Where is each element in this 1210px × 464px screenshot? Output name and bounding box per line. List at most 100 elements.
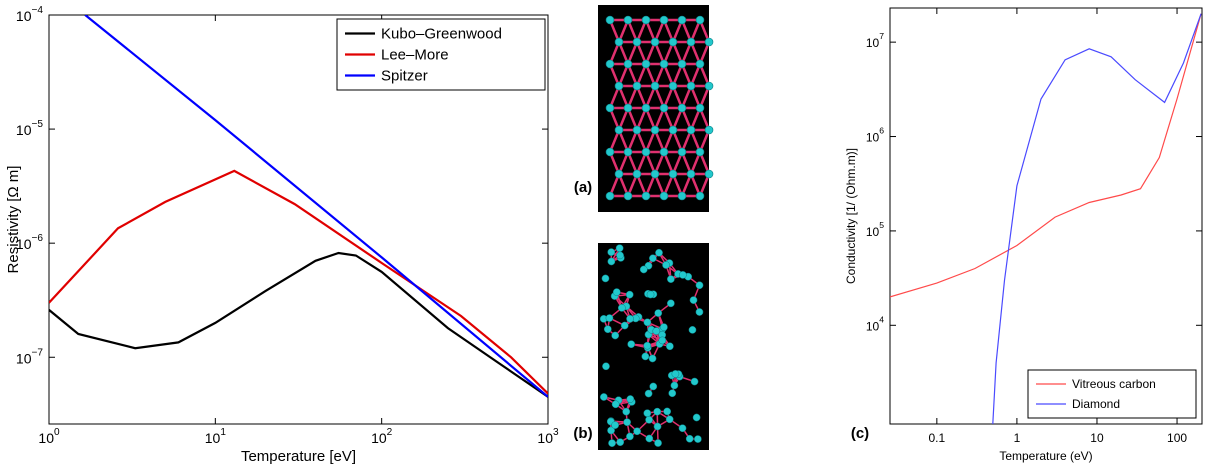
atom [615, 82, 623, 90]
atom [633, 82, 641, 90]
panel-label: (c) [851, 425, 869, 442]
x-tick-label: 10 [1090, 431, 1104, 445]
atom [642, 192, 650, 200]
atom [627, 395, 634, 402]
atom [624, 16, 632, 24]
atom [646, 435, 653, 442]
x-axis-label: Temperature [eV] [241, 448, 356, 464]
series-line [49, 171, 548, 394]
atom [615, 38, 623, 46]
atom [649, 255, 656, 262]
atom [654, 439, 661, 446]
atom [616, 252, 623, 259]
atom [606, 104, 614, 112]
atom [644, 410, 651, 417]
atom [687, 126, 695, 134]
y-tick-label: 106 [866, 126, 884, 145]
atom [669, 38, 677, 46]
atom [666, 416, 673, 423]
atom [705, 82, 713, 90]
y-axis-label: Resistivity [Ω m] [5, 166, 22, 274]
atom [642, 353, 649, 360]
x-tick-label: 102 [371, 427, 393, 446]
atom [687, 38, 695, 46]
x-axis-label: Temperature (eV) [999, 449, 1092, 463]
atom [642, 16, 650, 24]
figure: (a) (b) 10010110210310−710−610−510−4Temp… [0, 0, 1210, 464]
atom [696, 104, 704, 112]
atom [651, 170, 659, 178]
atom [691, 378, 698, 385]
atom [679, 425, 686, 432]
atom [608, 440, 615, 447]
atom [671, 382, 678, 389]
atom [624, 148, 632, 156]
atom [694, 435, 701, 442]
atom [633, 170, 641, 178]
atom [624, 192, 632, 200]
atom [640, 266, 647, 273]
legend-label: Lee–More [381, 46, 449, 63]
series-line [890, 14, 1201, 297]
atom [604, 326, 611, 333]
atom [660, 104, 668, 112]
atom [696, 148, 704, 156]
atom [678, 16, 686, 24]
atom [705, 126, 713, 134]
atom [687, 82, 695, 90]
atom [602, 363, 609, 370]
atom [616, 245, 623, 252]
atom [645, 390, 652, 397]
atom [626, 433, 633, 440]
atom [621, 322, 628, 329]
atom [618, 304, 625, 311]
x-tick-label: 103 [537, 427, 559, 446]
atom [624, 104, 632, 112]
atom [602, 275, 609, 282]
atom [654, 423, 661, 430]
atom [696, 282, 703, 289]
atom [696, 16, 704, 24]
atom [642, 148, 650, 156]
atom [687, 170, 695, 178]
x-tick-label: 101 [205, 427, 227, 446]
x-tick-label: 0.1 [928, 431, 945, 445]
atom [655, 309, 662, 316]
atom [666, 343, 673, 350]
atom [626, 315, 633, 322]
x-tick-label: 1 [1014, 431, 1021, 445]
atom [606, 314, 613, 321]
legend-label: Vitreous carbon [1072, 377, 1156, 391]
atom [669, 82, 677, 90]
y-tick-label: 104 [866, 315, 884, 334]
atom [696, 192, 704, 200]
y-tick-label: 10−7 [16, 347, 43, 366]
atom [705, 38, 713, 46]
atom [664, 408, 671, 415]
atom [612, 332, 619, 339]
legend-label: Spitzer [381, 67, 428, 84]
atom [626, 291, 633, 298]
legend-label: Kubo–Greenwood [381, 25, 502, 42]
atom [633, 38, 641, 46]
atom [650, 383, 657, 390]
panel-label: (a) [574, 179, 592, 196]
atom [660, 148, 668, 156]
atom [628, 341, 635, 348]
atom [662, 261, 669, 268]
atom [608, 258, 615, 265]
atom [689, 326, 696, 333]
atom [645, 416, 652, 423]
atom [678, 104, 686, 112]
panel-label: (b) [573, 425, 592, 442]
series-line [993, 14, 1201, 424]
atom [613, 289, 620, 296]
atom [705, 170, 713, 178]
legend-label: Diamond [1072, 397, 1120, 411]
y-tick-label: 10−4 [16, 5, 43, 24]
atom [608, 249, 615, 256]
atom [644, 319, 651, 326]
atom [678, 60, 686, 68]
atom [644, 342, 651, 349]
atom [615, 170, 623, 178]
